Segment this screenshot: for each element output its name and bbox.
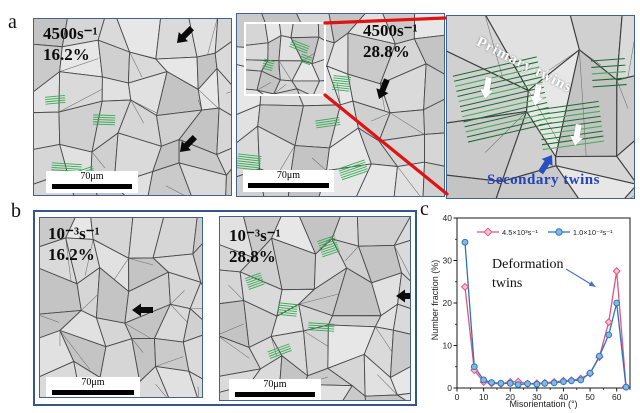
legend-item-high-rate: 4.5×10³s⁻¹ <box>476 227 538 237</box>
scale-bar-label: 70μm <box>81 377 105 388</box>
svg-text:60: 60 <box>612 392 622 402</box>
chart-legend: 4.5×10³s⁻¹ 1.0×10⁻³s⁻¹ <box>476 227 613 237</box>
scale-bar: 70μm <box>46 377 140 397</box>
micrograph-a3-zoom: Primary twins Secondary twins <box>446 15 635 199</box>
scale-bar-label: 70μm <box>263 379 287 390</box>
chart-plot-area: 0 10 20 30 40 50 60 0 10 20 30 40 <box>443 213 631 402</box>
scale-bar: 70μm <box>229 379 321 400</box>
micrograph-a2-label: 4500s⁻¹ 28.8% <box>363 20 418 63</box>
strain-rate-label: 4500s⁻¹ <box>363 21 418 40</box>
svg-text:40: 40 <box>443 213 453 223</box>
secondary-twins-label: Secondary twins <box>487 172 600 188</box>
micrograph-b1-label: 10⁻³s⁻¹ 16.2% <box>48 223 100 266</box>
svg-text:20: 20 <box>443 298 453 308</box>
svg-text:30: 30 <box>443 256 453 266</box>
scale-bar: 70μm <box>243 170 334 192</box>
scale-bar: 70μm <box>46 171 138 193</box>
strain-rate-label: 10⁻³s⁻¹ <box>48 224 100 243</box>
svg-text:20: 20 <box>505 392 515 402</box>
panel-a-label: a <box>8 11 17 33</box>
svg-text:30: 30 <box>532 392 542 402</box>
micrograph-b2-label: 10⁻³s⁻¹ 28.8% <box>229 225 281 268</box>
strain-rate-label: 4500s⁻¹ <box>43 24 98 43</box>
legend-item-low-rate: 1.0×10⁻³s⁻¹ <box>547 227 613 237</box>
micrograph-b2: 10⁻³s⁻¹ 28.8% 70μm <box>219 216 411 401</box>
panel-a: 4500s⁻¹ 16.2% 70μm 4500s⁻¹ 28.8% 70μm Pr… <box>33 10 637 201</box>
x-axis-label: Misorientation (°) <box>509 399 578 409</box>
scale-bar-line <box>51 389 135 395</box>
micrograph-a1: 4500s⁻¹ 16.2% 70μm <box>33 18 232 196</box>
micrograph-b1: 10⁻³s⁻¹ 16.2% 70μm <box>39 217 203 398</box>
grain-texture <box>34 19 231 195</box>
svg-text:50: 50 <box>585 392 595 402</box>
scale-bar-label: 70μm <box>80 171 104 182</box>
grain-texture <box>220 217 410 400</box>
micrograph-a1-label: 4500s⁻¹ 16.2% <box>43 23 98 66</box>
svg-text:0: 0 <box>455 392 460 402</box>
panel-c-label: c <box>420 198 429 220</box>
scale-bar-line <box>234 391 316 397</box>
circle-marker-icon <box>547 228 570 236</box>
diamond-marker-icon <box>477 227 499 237</box>
scale-bar-line <box>248 182 329 188</box>
panel-b: 10⁻³s⁻¹ 16.2% 70μm 10⁻³s⁻¹ 28.8% 70μm <box>33 210 417 406</box>
micrograph-a2: 4500s⁻¹ 28.8% 70μm <box>236 13 445 197</box>
svg-text:0: 0 <box>447 383 452 393</box>
scale-bar-label: 70μm <box>276 170 301 181</box>
y-axis-label: Number fraction (%) <box>430 259 440 341</box>
svg-text:40: 40 <box>559 392 569 402</box>
strain-label: 16.2% <box>48 245 95 265</box>
legend-label: 1.0×10⁻³s⁻¹ <box>572 227 613 237</box>
micrograph-a2-inset <box>244 22 326 96</box>
scale-bar-line <box>51 183 133 189</box>
strain-label: 16.2% <box>43 45 90 65</box>
grain-texture <box>246 24 324 94</box>
strain-rate-label: 10⁻³s⁻¹ <box>229 226 281 245</box>
legend-label: 4.5×10³s⁻¹ <box>502 227 538 237</box>
svg-text:10: 10 <box>479 392 489 402</box>
misorientation-chart: 0 10 20 30 40 50 60 0 10 20 30 40 4.5×10³s⁻¹ 1.0×10… <box>430 203 640 413</box>
strain-label: 28.8% <box>229 247 276 267</box>
panel-b-label: b <box>11 200 21 222</box>
strain-label: 28.8% <box>363 42 410 62</box>
svg-text:10: 10 <box>443 341 453 351</box>
deformation-twins-annotation: Deformation twins <box>492 257 564 291</box>
